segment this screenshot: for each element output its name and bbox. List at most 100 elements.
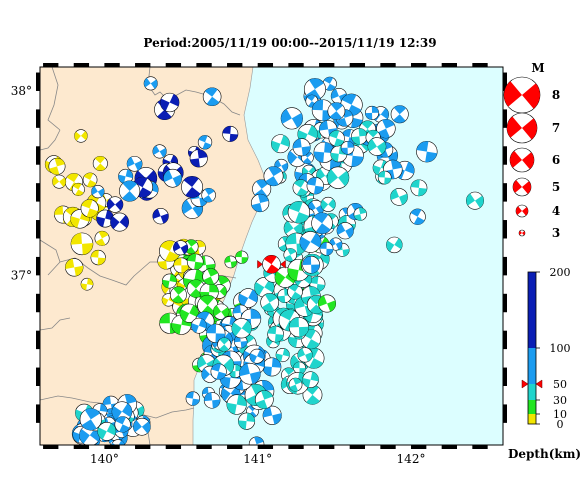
earthquake-event bbox=[466, 191, 484, 210]
depth-legend-title: Depth(km) bbox=[508, 447, 580, 461]
earthquake-mechanisms bbox=[44, 76, 484, 445]
earthquake-event bbox=[217, 337, 232, 352]
earthquake-event bbox=[52, 174, 67, 189]
earthquake-event bbox=[90, 249, 106, 266]
lon-label: 140° bbox=[90, 452, 119, 466]
magnitude-legend-label: 3 bbox=[552, 226, 560, 240]
frame-tick bbox=[135, 63, 151, 67]
earthquake-event bbox=[222, 125, 239, 142]
highlight-marker bbox=[257, 259, 263, 269]
frame-tick bbox=[411, 63, 427, 67]
depth-color-segment bbox=[528, 400, 536, 414]
frame-tick bbox=[380, 63, 396, 67]
earthquake-event bbox=[260, 293, 280, 312]
earthquake-event bbox=[48, 157, 66, 175]
earthquake-event bbox=[386, 236, 403, 254]
earthquake-event bbox=[183, 239, 199, 254]
depth-color-segment bbox=[528, 348, 536, 384]
earthquake-event bbox=[65, 258, 84, 277]
earthquake-event bbox=[190, 317, 207, 334]
earthquake-event bbox=[94, 230, 110, 246]
earthquake-event bbox=[202, 268, 220, 286]
earthquake-event bbox=[318, 294, 337, 313]
earthquake-event bbox=[390, 188, 408, 206]
frame-tick bbox=[73, 445, 90, 449]
earthquake-event bbox=[126, 155, 143, 172]
earthquake-event bbox=[390, 105, 409, 124]
earthquake-event bbox=[163, 168, 183, 188]
earthquake-event bbox=[133, 417, 151, 436]
earthquake-event bbox=[353, 207, 367, 221]
magnitude-legend-symbol bbox=[503, 76, 541, 114]
earthquake-event bbox=[173, 257, 190, 274]
earthquake-event bbox=[159, 92, 180, 113]
lat-label: 38° bbox=[11, 84, 32, 98]
earthquake-event bbox=[306, 177, 324, 195]
magnitude-legend-title: M bbox=[531, 61, 544, 75]
frame-tick bbox=[503, 404, 507, 423]
frame-tick bbox=[349, 63, 366, 67]
frame-tick bbox=[380, 445, 396, 449]
earthquake-event bbox=[70, 232, 94, 256]
earthquake-event bbox=[110, 212, 130, 232]
magnitude-legend-symbol bbox=[512, 177, 532, 197]
frame-tick bbox=[257, 63, 274, 67]
earthquake-event bbox=[238, 412, 256, 430]
frame-tick bbox=[43, 445, 59, 449]
frame-tick bbox=[36, 404, 40, 423]
earthquake-event bbox=[288, 317, 310, 338]
magnitude-legend-label: 5 bbox=[552, 180, 560, 194]
earthquake-event bbox=[152, 208, 169, 225]
frame-tick bbox=[104, 63, 120, 67]
earthquake-event bbox=[326, 166, 350, 189]
earthquake-event bbox=[97, 422, 117, 441]
earthquake-event bbox=[143, 76, 158, 91]
earthquake-event bbox=[119, 180, 141, 202]
frame-tick bbox=[503, 109, 507, 128]
magnitude-legend-symbol bbox=[515, 204, 529, 218]
map-area: 38° 37° 140° 141° 142° bbox=[11, 63, 507, 466]
lon-label: 141° bbox=[243, 452, 272, 466]
frame-tick bbox=[196, 445, 212, 449]
frame-tick bbox=[36, 256, 40, 276]
earthquake-event bbox=[262, 405, 282, 425]
frame-tick bbox=[36, 183, 40, 202]
earthquake-event bbox=[212, 303, 230, 320]
earthquake-event bbox=[189, 149, 208, 168]
map-border-ticks bbox=[36, 63, 507, 449]
frame-tick bbox=[288, 445, 304, 449]
earthquake-event bbox=[210, 363, 227, 380]
axis-labels: 38° 37° 140° 141° 142° bbox=[11, 84, 426, 466]
earthquake-event bbox=[231, 318, 252, 339]
earthquake-event bbox=[283, 248, 297, 262]
frame-tick bbox=[319, 63, 335, 67]
earthquake-event bbox=[82, 172, 98, 188]
earthquake-event bbox=[275, 347, 290, 363]
earthquake-event bbox=[409, 208, 426, 225]
earthquake-event bbox=[293, 361, 306, 375]
earthquake-event bbox=[410, 179, 428, 197]
earthquake-event bbox=[287, 201, 311, 224]
frame-tick bbox=[503, 330, 507, 350]
depth-color-segment bbox=[528, 384, 536, 400]
earthquake-event bbox=[170, 286, 187, 304]
earthquake-event bbox=[202, 87, 222, 107]
earthquake-event bbox=[181, 176, 203, 198]
earthquake-event bbox=[251, 193, 270, 213]
earthquake-event bbox=[313, 141, 335, 163]
frame-tick bbox=[36, 367, 40, 386]
depth-tick-label: 50 bbox=[553, 378, 567, 391]
frame-tick bbox=[135, 445, 151, 449]
depth-tick-label: 100 bbox=[550, 342, 571, 355]
earthquake-event bbox=[288, 377, 303, 392]
earthquake-event bbox=[249, 348, 265, 364]
frame-tick bbox=[349, 445, 366, 449]
frame-tick bbox=[503, 256, 507, 276]
magnitude-legend-symbol bbox=[506, 112, 538, 144]
earthquake-event bbox=[199, 282, 219, 302]
earthquake-event bbox=[367, 137, 387, 156]
frame-tick bbox=[257, 445, 274, 449]
depth-color-segment bbox=[528, 414, 536, 424]
